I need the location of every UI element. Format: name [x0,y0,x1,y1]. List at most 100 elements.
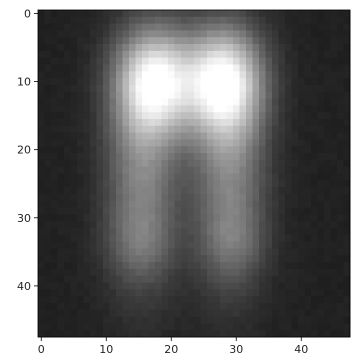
heatmap-cell [70,16,78,25]
heatmap-cell [278,289,286,297]
heatmap-cell [226,23,234,31]
heatmap-cell [220,173,227,181]
heatmap-cell [135,146,143,154]
heatmap-cell [142,241,149,249]
heatmap-cell [57,302,65,311]
heatmap-cell [142,84,149,93]
heatmap-cell [122,16,130,25]
heatmap-cell [317,302,325,311]
heatmap-cell [96,228,104,236]
heatmap-cell [291,248,299,256]
heatmap-cell [57,282,65,290]
heatmap-cell [57,132,65,140]
heatmap-cell [148,84,156,93]
heatmap-cell [265,78,273,86]
heatmap-cell [135,309,143,317]
heatmap-cell [109,193,117,202]
heatmap-cell [207,289,214,297]
heatmap-cell [90,30,97,38]
heatmap-cell [116,296,123,304]
heatmap-cell [168,221,175,229]
heatmap-cell [38,139,45,147]
heatmap-cell [181,228,188,236]
heatmap-cell [272,268,279,277]
heatmap-cell [90,268,97,277]
heatmap-cell [57,146,65,154]
heatmap-cell [96,323,104,331]
heatmap-cell [103,330,110,338]
heatmap-cell [174,119,182,127]
heatmap-cell [103,268,110,277]
heatmap-cell [109,30,117,38]
heatmap-cell [272,302,279,311]
heatmap-cell [324,302,331,311]
heatmap-cell [304,125,312,134]
heatmap-cell [272,187,279,195]
heatmap-cell [57,180,65,188]
heatmap-cell [83,309,91,317]
heatmap-cell [311,248,318,256]
heatmap-cell [285,30,292,38]
heatmap-cell [304,91,312,99]
heatmap-cell [135,323,143,331]
heatmap-cell [311,207,318,215]
heatmap-cell [259,30,266,38]
heatmap-cell [90,316,97,324]
heatmap-cell [109,153,117,161]
heatmap-cell [38,64,45,72]
heatmap-cell [77,173,84,181]
heatmap-cell [226,37,234,45]
heatmap-cell [57,309,65,317]
heatmap-cell [285,248,292,256]
heatmap-cell [135,173,143,181]
heatmap-cell [187,153,195,161]
heatmap-cell [103,228,110,236]
heatmap-cell [337,255,344,263]
heatmap-cell [135,302,143,311]
heatmap-cell [259,302,266,311]
heatmap-cell [317,91,325,99]
heatmap-cell [155,173,162,181]
heatmap-cell [90,64,97,72]
heatmap-cell [129,37,136,45]
heatmap-cell [161,132,169,140]
heatmap-cell [142,23,149,31]
heatmap-cell [304,23,312,31]
heatmap-cell [103,139,110,147]
heatmap-cell [343,159,351,168]
heatmap-cell [109,302,117,311]
heatmap-cell [239,289,247,297]
heatmap-cell [317,296,325,304]
heatmap-cell [148,296,156,304]
heatmap-cell [298,98,305,106]
heatmap-cell [90,180,97,188]
heatmap-cell [83,10,91,18]
heatmap-cell [233,228,240,236]
heatmap-cell [122,309,130,317]
heatmap-cell [77,84,84,93]
heatmap-cell [207,330,214,338]
heatmap-cell [324,125,331,134]
heatmap-cell [252,296,260,304]
heatmap-cell [220,255,227,263]
heatmap-cell [252,44,260,52]
heatmap-cell [135,91,143,99]
heatmap-cell [259,37,266,45]
heatmap-cell [51,228,58,236]
heatmap-cell [330,84,338,93]
heatmap-cell [103,187,110,195]
heatmap-cell [317,50,325,59]
heatmap-cell [252,193,260,202]
heatmap-cell [83,112,91,120]
heatmap-cell [122,234,130,243]
heatmap-cell [64,91,71,99]
heatmap-cell [57,71,65,79]
heatmap-cell [304,50,312,59]
heatmap-cell [272,112,279,120]
heatmap-cell [220,200,227,208]
heatmap-cell [278,262,286,270]
heatmap-cell [148,289,156,297]
heatmap-cell [330,248,338,256]
heatmap-cell [330,173,338,181]
heatmap-cell [278,323,286,331]
